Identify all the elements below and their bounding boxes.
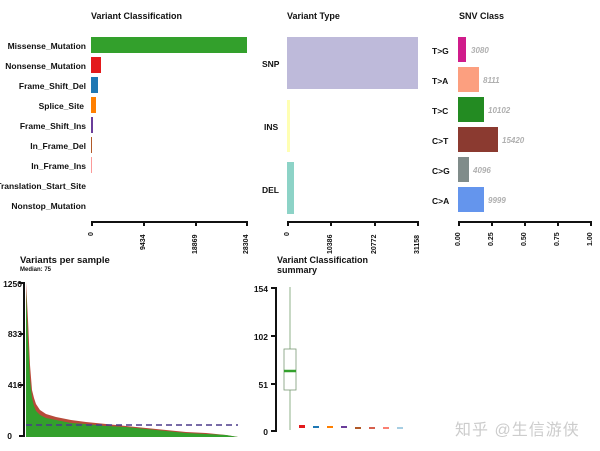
tick xyxy=(195,221,197,226)
vt-label: INS xyxy=(264,122,279,132)
snv-value: 15420 xyxy=(502,136,525,145)
vc-label: Nonstop_Mutation xyxy=(11,201,86,211)
vt-tick-label: 0 xyxy=(284,232,291,236)
vt-bar-del xyxy=(287,162,294,214)
vc-bar-inframe-ins xyxy=(91,157,92,173)
vc-bar-missense xyxy=(91,37,247,53)
snv-tick-label: 0.25 xyxy=(488,232,495,246)
vcs-y-axis xyxy=(275,287,277,432)
snv-tick-label: 0.00 xyxy=(455,232,462,246)
tick xyxy=(19,333,24,335)
vt-title: Variant Type xyxy=(287,11,340,21)
vt-bar-snp xyxy=(287,37,418,89)
snv-bar-t-g xyxy=(458,37,466,62)
tick xyxy=(143,221,145,226)
vc-tick-label: 18869 xyxy=(192,234,199,254)
tick xyxy=(19,282,24,284)
tick xyxy=(524,221,526,226)
vcs-y-tick: 154 xyxy=(253,284,268,294)
snv-label: C>G xyxy=(432,166,450,176)
vc-bar-frameshift-del xyxy=(91,77,98,93)
tick xyxy=(271,287,276,289)
vc-bar-inframe-del xyxy=(91,137,92,153)
vcs-title: Variant Classification xyxy=(277,255,369,265)
tick xyxy=(271,383,276,385)
vps-title: Variants per sample xyxy=(20,255,110,266)
snv-label: C>T xyxy=(432,136,449,146)
vc-label: In_Frame_Ins xyxy=(31,161,86,171)
snv-bar-t-a xyxy=(458,67,479,92)
tick xyxy=(19,384,24,386)
vc-label: Splice_Site xyxy=(38,101,84,111)
watermark: 知乎 @生信游侠 xyxy=(455,422,580,439)
snv-bar-c-a xyxy=(458,187,484,212)
vps-median: Median: 75 xyxy=(20,267,52,273)
vc-x-axis xyxy=(91,221,247,223)
vc-tick-label: 9434 xyxy=(140,234,147,250)
vc-label: Frame_Shift_Del xyxy=(18,81,86,91)
vc-label: Nonsense_Mutation xyxy=(5,61,86,71)
vps-y-tick: 416 xyxy=(7,380,22,390)
vc-bar-nonsense xyxy=(91,57,101,73)
snv-value: 10102 xyxy=(488,106,511,115)
vcs-y-tick: 51 xyxy=(258,380,268,390)
vt-tick-label: 10386 xyxy=(327,234,334,254)
snv-bar-t-c xyxy=(458,97,484,122)
vc-label: Missense_Mutation xyxy=(7,41,86,51)
vt-label: SNP xyxy=(262,59,280,69)
snv-label: T>G xyxy=(432,46,449,56)
vc-label: Translation_Start_Site xyxy=(0,181,86,191)
tick xyxy=(271,335,276,337)
tick xyxy=(271,430,276,432)
tick xyxy=(330,221,332,226)
snv-label: T>A xyxy=(432,76,449,86)
vc-tick-label: 28304 xyxy=(243,234,250,254)
vc-bar-splice-site xyxy=(91,97,96,113)
tick xyxy=(374,221,376,226)
tick xyxy=(417,221,419,226)
tick xyxy=(491,221,493,226)
snv-bar-c-t xyxy=(458,127,498,152)
vc-bar-frameshift-ins xyxy=(91,117,93,133)
vc-title: Variant Classification xyxy=(91,11,183,21)
vc-tick-label: 0 xyxy=(88,232,95,236)
vcs-y-tick: 0 xyxy=(263,427,268,437)
vt-label: DEL xyxy=(262,185,279,195)
snv-value: 3080 xyxy=(471,46,489,55)
vps-y-tick: 0 xyxy=(7,431,12,441)
snv-tick-label: 1.00 xyxy=(587,232,594,246)
snv-label: C>A xyxy=(432,196,450,206)
tick xyxy=(557,221,559,226)
tick xyxy=(590,221,592,226)
tick xyxy=(287,221,289,226)
snv-value: 9999 xyxy=(488,196,506,205)
vps-y-axis xyxy=(23,282,25,437)
vc-label: Frame_Shift_Ins xyxy=(19,121,86,131)
tick xyxy=(91,221,93,226)
tick xyxy=(19,435,24,437)
snv-value: 4096 xyxy=(473,166,491,175)
vps-area-plot xyxy=(26,282,238,437)
vcs-title-2: summary xyxy=(277,265,318,275)
snv-title: SNV Class xyxy=(459,11,505,21)
vt-bar-ins xyxy=(287,100,290,152)
vps-y-tick: 1250 xyxy=(3,279,22,289)
snv-value: 8111 xyxy=(483,76,500,85)
vps-y-tick: 833 xyxy=(7,329,22,339)
snv-bar-c-g xyxy=(458,157,469,182)
vt-x-axis xyxy=(287,221,418,223)
vc-label: In_Frame_Del xyxy=(30,141,86,151)
vcs-boxplot xyxy=(283,287,403,430)
vt-tick-label: 20772 xyxy=(371,234,378,254)
vcs-y-tick: 102 xyxy=(253,332,268,342)
snv-tick-label: 0.75 xyxy=(554,232,561,246)
tick xyxy=(458,221,460,226)
tick xyxy=(246,221,248,226)
vt-tick-label: 31158 xyxy=(414,234,421,254)
snv-label: T>C xyxy=(432,106,449,116)
snv-tick-label: 0.50 xyxy=(521,232,528,246)
